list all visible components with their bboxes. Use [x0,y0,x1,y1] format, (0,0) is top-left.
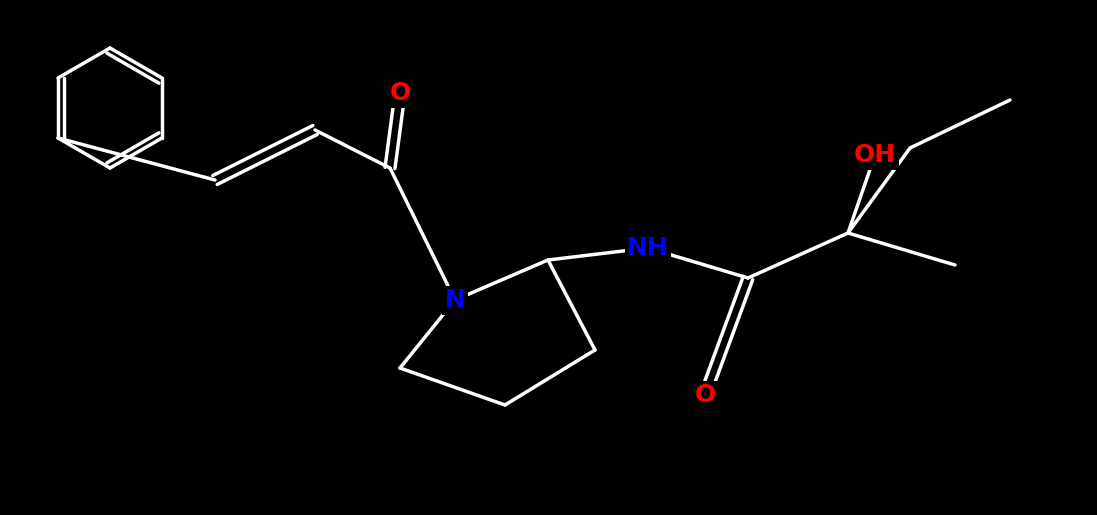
Text: NH: NH [627,236,669,260]
Text: O: O [389,81,410,105]
Text: OH: OH [853,143,896,167]
Text: N: N [444,288,465,312]
Text: O: O [694,383,715,407]
